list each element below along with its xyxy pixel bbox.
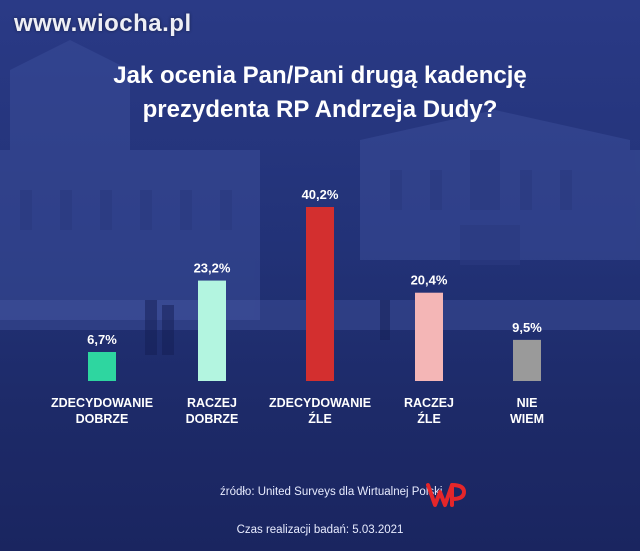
category-label-line: RACZEJ [403,396,454,410]
value-label-3: 40,2% [302,187,339,202]
fieldwork-date: Czas realizacji badań: 5.03.2021 [236,524,404,536]
category-label-line: RACZEJ [186,396,237,410]
category-label-4: RACZEJ ŹLE [359,395,499,427]
bar-5 [513,339,541,381]
category-label-line: ZDECYDOWANIE [268,396,372,410]
category-label-line: ZDECYDOWANIE [50,396,154,410]
category-label-2: RACZEJ DOBRZE [142,395,282,427]
category-label-3: ZDECYDOWANIE ŹLE [250,395,390,427]
value-label-5: 9,5% [512,320,542,335]
source-note: źródło: United Surveys dla Wirtualnej Po… [220,486,443,498]
value-label-2: 23,2% [194,261,231,276]
category-label-1: ZDECYDOWANIE DOBRZE [32,395,172,427]
watermark: www.wiocha.pl [14,10,192,37]
chart-title-line-2: prezydenta RP Andrzeja Dudy? [142,96,498,123]
value-label-1: 6,7% [87,332,117,347]
category-label-line: NIE [516,396,538,410]
bar-1 [88,352,116,381]
wp-logo-icon [426,483,466,507]
chart-title-line-1: Jak ocenia Pan/Pani drugą kadencję [113,62,527,89]
category-label-5: NIE WIEM [457,395,597,427]
category-label-line: WIEM [509,412,545,426]
bar-4 [415,292,443,381]
category-label-line: ŹLE [417,412,441,426]
value-label-4: 20,4% [411,273,448,288]
category-label-line: ŹLE [308,412,332,426]
category-label-line: DOBRZE [75,412,129,426]
category-label-line: DOBRZE [185,412,239,426]
bar-3 [306,207,334,381]
bar-2 [198,280,226,381]
